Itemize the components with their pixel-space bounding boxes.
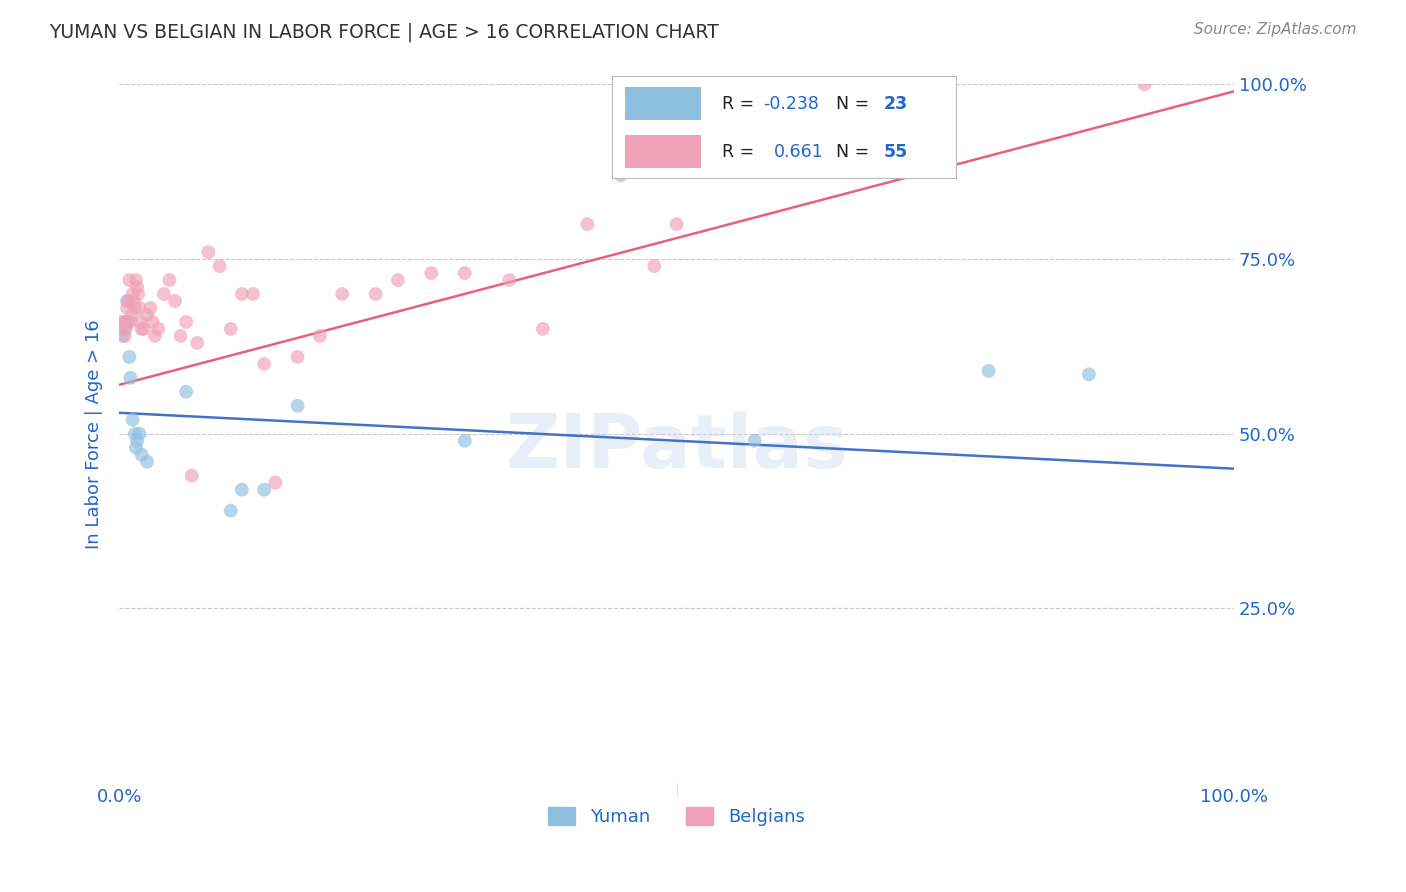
Point [264,475,287,490]
Bar [626,87,702,120]
Point [120,315,142,329]
Text: N =: N = [835,143,875,161]
Point [242,287,264,301]
Point [253,357,276,371]
Point [122,293,145,308]
Point [174,315,197,329]
Point [111,329,134,343]
Point [776,154,799,169]
Text: R =: R = [721,143,759,161]
Point [253,483,276,497]
Point [309,329,332,343]
Point [121,413,143,427]
Point [159,273,181,287]
Point [498,273,520,287]
Point [153,287,176,301]
Point [118,273,141,287]
Legend: Yuman, Belgians: Yuman, Belgians [541,799,811,833]
Point [420,266,443,280]
Point [121,308,143,322]
Point [124,426,146,441]
Text: N =: N = [835,95,875,112]
Bar [626,136,702,168]
Point [576,217,599,231]
Text: ZIPatlas: ZIPatlas [505,411,848,484]
Point [131,448,153,462]
Y-axis label: In Labor Force | Age > 16: In Labor Force | Age > 16 [86,319,103,549]
Point [139,301,162,315]
Point [127,434,149,448]
Point [128,301,150,315]
Point [115,322,138,336]
Point [219,503,242,517]
Point [977,364,1000,378]
Point [118,350,141,364]
Point [127,287,149,301]
Point [1077,368,1099,382]
Point [129,315,152,329]
Point [610,168,633,182]
Point [180,468,202,483]
Point [111,315,134,329]
Point [287,399,309,413]
Text: 23: 23 [884,95,908,112]
Point [124,301,146,315]
Point [131,322,153,336]
Point [219,322,242,336]
Point [531,322,554,336]
Point [125,273,148,287]
Point [136,455,159,469]
Point [231,483,253,497]
Point [114,315,136,329]
Point [454,266,477,280]
Point [115,315,138,329]
Point [112,322,135,336]
Point [889,120,911,134]
Point [197,245,219,260]
Point [148,322,170,336]
Point [454,434,477,448]
Point [120,371,142,385]
Text: Source: ZipAtlas.com: Source: ZipAtlas.com [1194,22,1357,37]
Point [330,287,353,301]
Point [115,293,138,308]
Point [117,293,139,308]
Text: -0.238: -0.238 [763,95,820,112]
Point [665,217,688,231]
Point [163,293,186,308]
Point [287,350,309,364]
Point [127,280,149,294]
Point [208,259,231,273]
Text: R =: R = [721,95,759,112]
Point [128,426,150,441]
Text: 55: 55 [884,143,908,161]
Point [115,301,138,315]
Point [136,308,159,322]
Point [721,154,744,169]
Point [186,335,208,350]
Point [1133,78,1156,92]
Point [643,259,665,273]
Point [744,434,766,448]
Point [132,322,155,336]
Text: 0.661: 0.661 [773,143,824,161]
Point [231,287,253,301]
Point [125,441,148,455]
Point [169,329,191,343]
Point [121,287,143,301]
Point [387,273,409,287]
Point [364,287,387,301]
Point [174,384,197,399]
Point [143,329,166,343]
Point [142,315,165,329]
Text: YUMAN VS BELGIAN IN LABOR FORCE | AGE > 16 CORRELATION CHART: YUMAN VS BELGIAN IN LABOR FORCE | AGE > … [49,22,718,42]
Point [114,329,136,343]
Point [117,315,139,329]
